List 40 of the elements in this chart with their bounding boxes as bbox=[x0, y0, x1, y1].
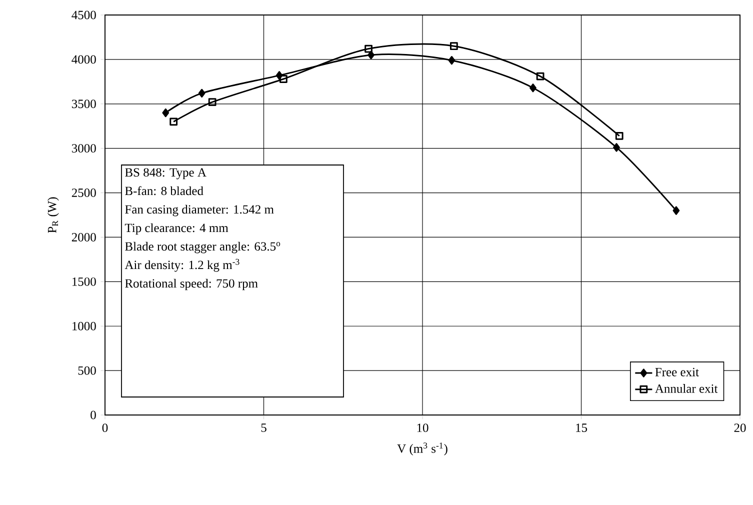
point bbox=[368, 50, 375, 60]
annotation: Tip clearance: 4 mm bbox=[124, 223, 228, 235]
point bbox=[198, 88, 206, 98]
point bbox=[615, 132, 624, 140]
y-tick-label: 1500 bbox=[72, 277, 96, 286]
point bbox=[672, 206, 680, 215]
annotation: Fan casing diameter: 1.542 m bbox=[125, 204, 274, 216]
point bbox=[530, 84, 536, 92]
legend-label: Annular exit bbox=[655, 384, 718, 393]
y-tick-label: 1000 bbox=[72, 322, 96, 330]
point bbox=[162, 108, 170, 118]
x-tick-label: 0 bbox=[102, 424, 108, 432]
point bbox=[170, 118, 178, 126]
x-tick-label: 20 bbox=[734, 424, 746, 432]
annotation: Blade root stagger angle: 63.5$^{o}$ bbox=[125, 242, 280, 254]
point bbox=[613, 143, 620, 152]
annotation: BS 848: Type A bbox=[125, 168, 206, 180]
point bbox=[450, 42, 458, 50]
y-axis-title: P$_{R}$ (W) bbox=[48, 197, 59, 233]
y-tick-label: 2500 bbox=[72, 188, 96, 197]
x-tick-label: 10 bbox=[417, 424, 428, 432]
annotation: B-fan: 8 bladed bbox=[125, 186, 204, 196]
point bbox=[448, 56, 456, 65]
x-axis-title: V (m$^{3}$ s$^{-1}$) bbox=[397, 442, 448, 456]
point bbox=[279, 75, 288, 83]
y-tick-label: 3000 bbox=[72, 144, 96, 153]
point bbox=[208, 98, 216, 106]
x-tick-label: 15 bbox=[576, 424, 588, 432]
y-tick-label: 4500 bbox=[72, 10, 96, 20]
y-tick-label: 4000 bbox=[72, 55, 96, 64]
x-tick-label: 5 bbox=[261, 424, 266, 432]
point bbox=[364, 44, 372, 53]
y-tick-label: 3500 bbox=[72, 100, 96, 108]
point bbox=[536, 72, 544, 80]
annotation: Air density: 1.2 kg m$^{-3}$ bbox=[124, 258, 240, 272]
y-tick-label: 0 bbox=[90, 410, 96, 420]
y-tick-label: 500 bbox=[78, 366, 96, 375]
legend-label: Free exit bbox=[655, 368, 699, 376]
annotation: Rotational speed: 750 rpm bbox=[125, 278, 258, 290]
y-tick-label: 2000 bbox=[72, 233, 96, 242]
